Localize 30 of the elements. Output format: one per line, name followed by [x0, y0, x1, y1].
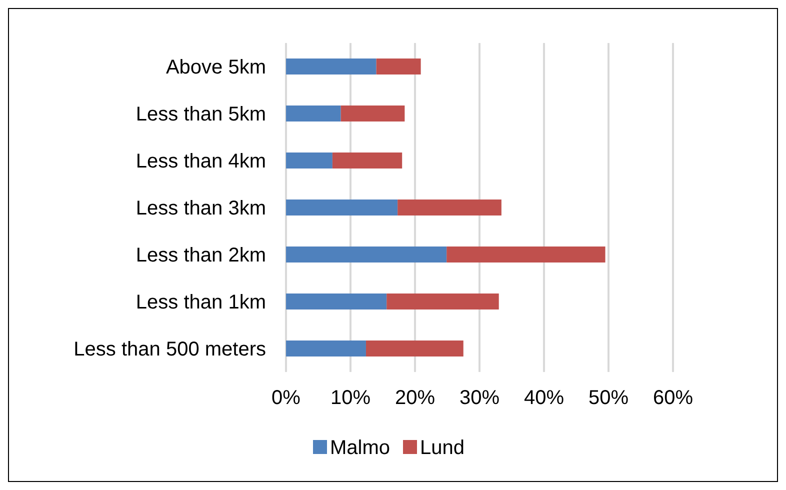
y-tick-label: Above 5km — [166, 56, 266, 78]
x-tick-label: 20% — [394, 387, 436, 409]
bar — [386, 294, 499, 310]
bar — [376, 58, 421, 74]
legend-label: Lund — [420, 437, 464, 459]
x-tick-label: 40% — [524, 387, 564, 409]
bar — [286, 294, 387, 310]
y-tick-label: Less than 2km — [136, 244, 266, 266]
bar — [286, 200, 398, 216]
bar — [286, 152, 332, 168]
bar — [286, 246, 447, 262]
y-tick-label: Less than 1km — [136, 292, 266, 314]
bar — [340, 106, 405, 122]
y-tick-label: Less than 500 meters — [74, 338, 266, 360]
x-tick-label: 10% — [330, 387, 371, 409]
x-tick-label: 0% — [272, 387, 301, 409]
y-tick-label: Less than 4km — [136, 150, 266, 172]
y-tick-label: Less than 5km — [136, 104, 266, 126]
bar — [446, 246, 606, 262]
legend-label: Malmo — [330, 437, 390, 459]
bar — [286, 106, 341, 122]
x-tick-label: 60% — [652, 387, 694, 409]
y-tick-label: Less than 3km — [136, 198, 266, 220]
bar — [366, 340, 464, 356]
bar — [286, 340, 366, 356]
x-tick-label: 50% — [588, 387, 629, 409]
bar — [332, 152, 402, 168]
bar — [398, 200, 502, 216]
bar — [286, 58, 376, 74]
x-tick-label: 30% — [459, 387, 500, 409]
